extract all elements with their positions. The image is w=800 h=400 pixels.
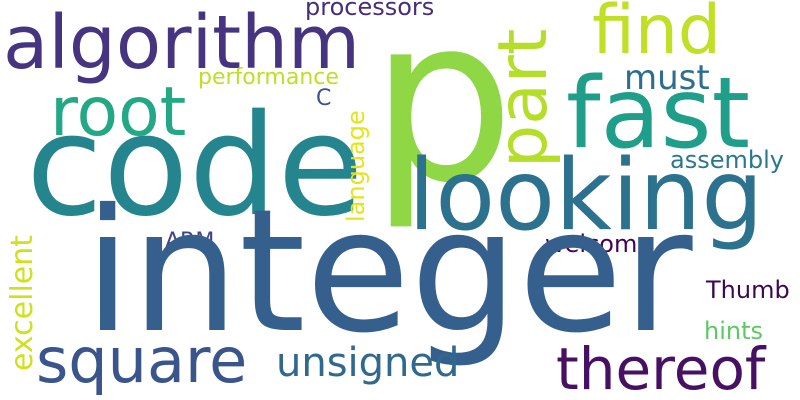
word-unsigned: unsigned: [276, 343, 459, 383]
word-assembly: assembly: [670, 148, 784, 172]
word-processors: processors: [305, 0, 434, 19]
word-excellent: excellent: [8, 235, 38, 371]
word-find: find: [592, 0, 721, 65]
word-square: square: [36, 330, 247, 392]
word-must: must: [624, 61, 710, 95]
word-thumb: Thumb: [706, 278, 790, 302]
word-thereof: thereof: [556, 340, 765, 398]
